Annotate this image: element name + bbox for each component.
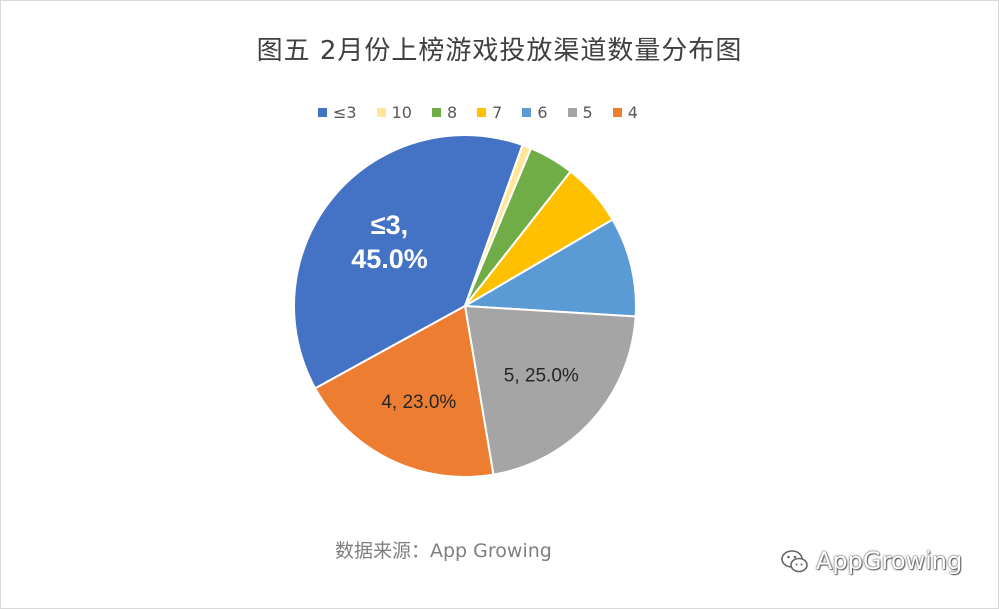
legend-swatch (431, 107, 441, 117)
legend-swatch (522, 107, 532, 117)
legend-item: ≤3 (318, 103, 357, 122)
chart-title: 图五 2月份上榜游戏投放渠道数量分布图 (256, 36, 743, 66)
legend-label: ≤3 (333, 102, 357, 122)
legend-label: 10 (391, 102, 412, 122)
legend-label: 7 (492, 102, 503, 122)
legend-item: 10 (376, 102, 412, 122)
legend-label: 5 (582, 102, 593, 122)
legend-item: 8 (431, 102, 458, 122)
legend-swatch (376, 107, 386, 117)
legend-item: 6 (522, 102, 548, 122)
legend-swatch (567, 107, 577, 117)
pie-slice (293, 134, 524, 390)
pie-slice (461, 218, 637, 318)
legend-label: 4 (627, 102, 638, 122)
data-source-note: 数据来源：App Growing (335, 540, 552, 562)
data-label: 5, 25.0% (504, 365, 579, 386)
legend-item: 7 (477, 103, 502, 122)
watermark-text: AppGrowing (816, 547, 963, 575)
legend-label: 8 (446, 102, 458, 122)
pie-slice (313, 304, 495, 478)
legend-item: 5 (567, 102, 593, 122)
data-label: ≤3, 45.0% (351, 210, 428, 274)
legend-swatch (612, 107, 622, 117)
legend-swatch (318, 107, 327, 117)
pie-slice (463, 304, 637, 476)
watermark: AppGrowing (780, 546, 962, 576)
legend-swatch (477, 107, 487, 117)
legend-label: 6 (537, 102, 548, 122)
chart-legend: ≤3 10 8 7 6 5 4 (318, 100, 658, 124)
wechat-icon (781, 550, 808, 573)
legend-item: 4 (612, 102, 638, 122)
data-label: 4, 23.0% (381, 392, 456, 413)
